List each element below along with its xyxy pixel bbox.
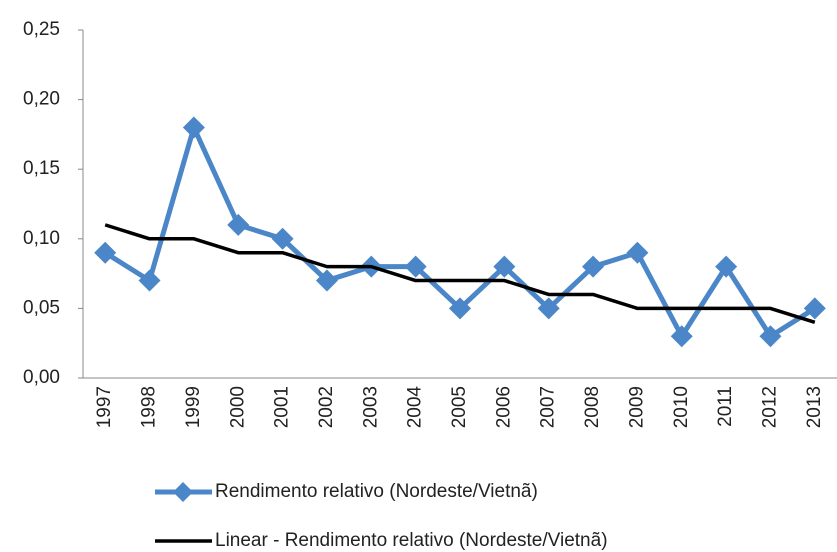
legend-label: Linear - Rendimento relativo (Nordeste/V…	[215, 530, 608, 551]
x-tick-label: 2010	[671, 386, 692, 428]
y-tick-label: 0,10	[23, 228, 60, 249]
legend-marker	[173, 482, 193, 502]
x-tick-label: 2001	[272, 386, 293, 428]
x-tick-label: 2012	[759, 386, 780, 428]
x-tick-label: 2011	[715, 386, 736, 427]
y-tick-label: 0,05	[23, 297, 60, 318]
data-point	[315, 269, 338, 292]
x-tick-label: 2002	[316, 386, 337, 428]
x-tick-label: 1998	[139, 386, 160, 428]
x-tick-label: 2005	[449, 386, 470, 428]
data-point	[94, 241, 117, 264]
data-point	[715, 255, 738, 278]
x-tick-label: 2006	[493, 386, 514, 428]
x-tick-label: 2007	[538, 386, 559, 428]
x-tick-label: 1999	[183, 386, 204, 428]
data-point	[271, 227, 294, 250]
data-point	[626, 241, 649, 264]
data-point	[449, 297, 471, 320]
data-point	[493, 255, 516, 278]
legend-label: Rendimento relativo (Nordeste/Vietnã)	[215, 481, 538, 502]
series-line	[104, 223, 816, 324]
data-point	[759, 325, 782, 348]
x-tick-label: 2013	[804, 386, 825, 428]
x-tick-label: 2003	[360, 386, 381, 428]
x-tick-label: 2008	[582, 386, 603, 428]
data-point	[537, 297, 560, 320]
x-tick-label: 2004	[405, 386, 426, 429]
x-tick-label: 2000	[227, 386, 248, 428]
y-tick-label: 0,15	[23, 158, 60, 179]
data-point	[227, 213, 250, 236]
data-point	[670, 325, 693, 348]
data-point	[404, 255, 427, 278]
data-point	[138, 269, 161, 292]
y-tick-label: 0,00	[23, 367, 60, 388]
x-tick-label: 2009	[626, 386, 647, 428]
data-point	[803, 297, 826, 320]
data-point	[182, 116, 205, 139]
data-point	[582, 255, 605, 278]
x-tick-label: 1997	[94, 386, 115, 428]
y-tick-label: 0,25	[23, 19, 60, 40]
y-tick-label: 0,20	[23, 89, 60, 110]
